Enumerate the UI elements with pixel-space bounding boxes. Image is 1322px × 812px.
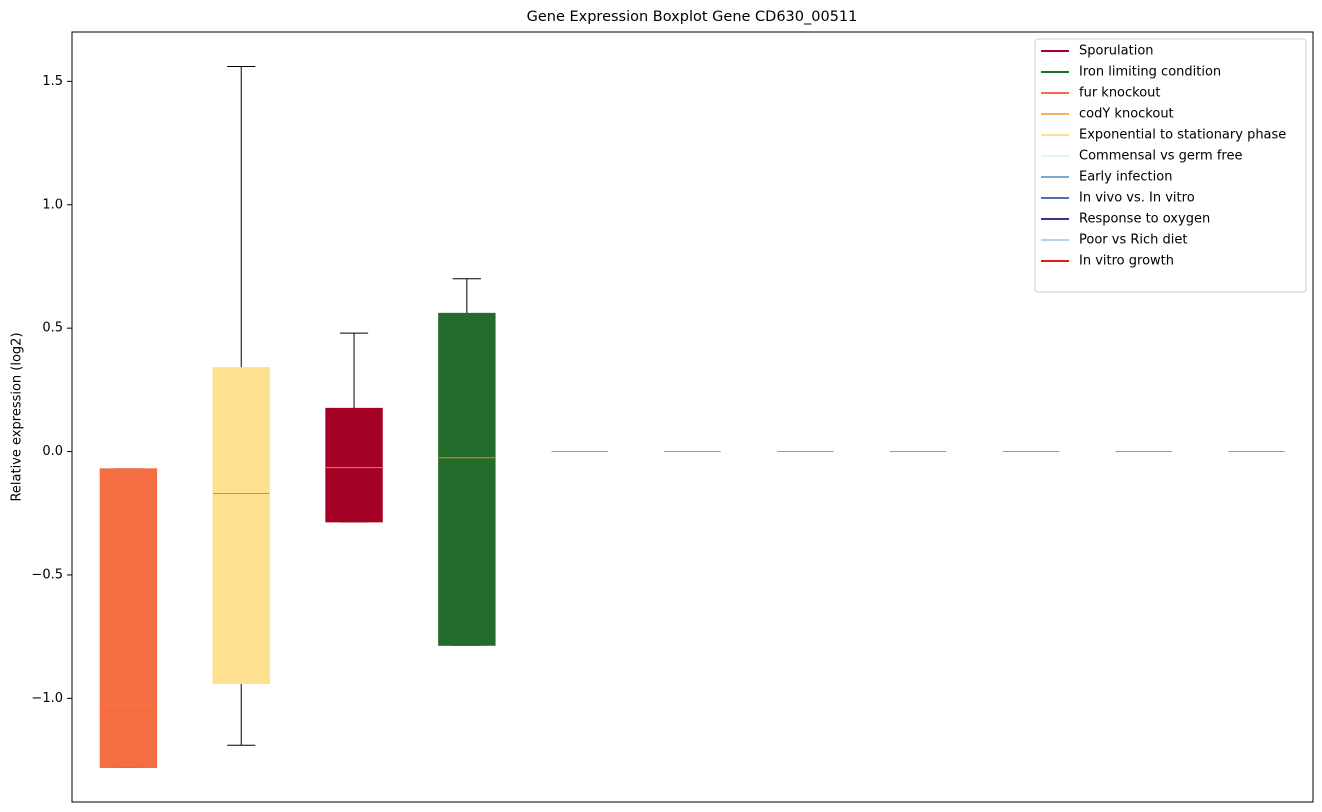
legend-label: Commensal vs germ free [1079,149,1242,164]
y-tick-label: 1.5 [42,74,63,89]
legend-label: Iron limiting condition [1079,65,1221,80]
legend-label: Sporulation [1079,44,1154,59]
legend-label: Early infection [1079,170,1172,185]
legend-label: Poor vs Rich diet [1079,233,1187,248]
legend-label: In vivo vs. In vitro [1079,191,1195,206]
box [438,312,496,646]
y-axis-label: Relative expression (log2) [10,332,25,501]
legend-label: Exponential to stationary phase [1079,128,1286,143]
y-tick-label: −0.5 [31,567,63,582]
chart-title: Gene Expression Boxplot Gene CD630_00511 [527,9,858,25]
legend-label: Response to oxygen [1079,212,1210,227]
y-tick-label: 0.0 [42,444,63,459]
box [325,407,383,523]
legend-label: codY knockout [1079,107,1174,122]
y-tick-label: 0.5 [42,321,63,336]
box [212,367,270,685]
legend-label: fur knockout [1079,86,1161,101]
legend-box [1034,38,1307,293]
plot-frame [71,31,1314,803]
box [99,468,158,768]
y-tick-label: −1.0 [31,691,63,706]
y-tick-label: 1.0 [42,197,63,212]
legend-label: In vitro growth [1079,254,1174,269]
